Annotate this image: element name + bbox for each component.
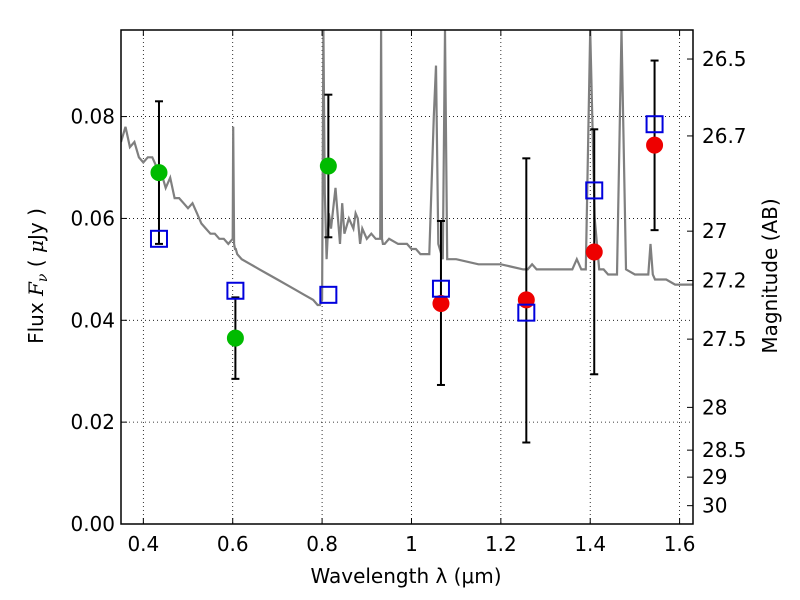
right-axis-label: Magnitude (AB) [758, 198, 782, 353]
model-point [226, 281, 245, 300]
x-tick-label: 0.8 [306, 532, 338, 556]
right-tick-label: 27.5 [702, 327, 747, 351]
data-point [646, 136, 664, 154]
data-point [585, 243, 603, 261]
x-tick-label: 0.4 [127, 532, 159, 556]
right-tick-label: 30 [702, 494, 727, 518]
x-tick-label: 1 [405, 532, 418, 556]
x-tick-label: 0.6 [217, 532, 249, 556]
model-spectrum [121, 30, 693, 307]
right-tick-label: 28 [702, 395, 727, 419]
y-tick-label: 0.06 [70, 206, 115, 230]
model-point [517, 303, 536, 322]
grid-lines [121, 30, 693, 525]
data-point [226, 329, 244, 347]
y-axis-label: Flux Fν ( μJy ) [24, 208, 51, 344]
right-tick-label: 27.2 [702, 269, 747, 293]
data-point [432, 294, 450, 312]
data-point [319, 157, 337, 175]
right-tick-label: 26.7 [702, 124, 747, 148]
x-tick-label: 1.6 [664, 532, 696, 556]
model-point [585, 181, 604, 200]
data-point [150, 164, 168, 182]
right-tick-label: 28.5 [702, 438, 747, 462]
x-tick-label: 1.4 [574, 532, 606, 556]
right-tick-label: 29 [702, 465, 727, 489]
model-point [645, 115, 664, 134]
spectrum-line [121, 30, 693, 307]
y-tick-label: 0.04 [70, 308, 115, 332]
data-marks [149, 59, 664, 444]
right-tick-label: 27 [702, 219, 727, 243]
plot-frame [120, 29, 694, 525]
y-tick-label: 0.00 [70, 512, 115, 536]
model-point [319, 285, 338, 304]
right-tick-label: 26.5 [702, 47, 747, 71]
y-tick-label: 0.08 [70, 105, 115, 129]
model-point [431, 279, 450, 298]
x-axis-label: Wavelength λ (μm) [310, 564, 501, 588]
model-point [149, 229, 168, 248]
y-tick-label: 0.02 [70, 410, 115, 434]
axes: 0.4 0.6 0.8 1 1.2 1.4 1.6 0.00 0.02 0.04 0.06 0.08 2… [70, 30, 747, 556]
x-tick-label: 1.2 [485, 532, 517, 556]
